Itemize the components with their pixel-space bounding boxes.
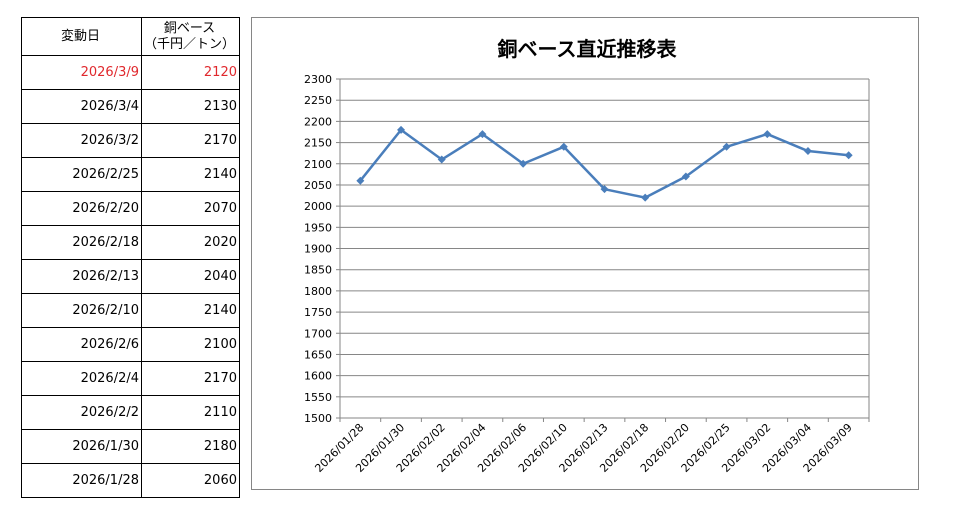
- price-table: 変動日 銅ベース （千円／トン） 2026/3/9 2120 2026/3/4 213…: [21, 17, 240, 498]
- data-point-marker: [763, 130, 772, 139]
- date-cell: 2026/2/20: [21, 191, 142, 226]
- date-header-label: 変動日: [60, 28, 100, 44]
- price-cell: 2040: [141, 259, 240, 294]
- price-cell: 2070: [141, 191, 240, 226]
- date-cell: 2026/2/25: [21, 157, 142, 192]
- date-cell: 2026/2/13: [21, 259, 142, 294]
- price-cell: 2060: [141, 463, 240, 498]
- data-point-marker: [844, 151, 853, 160]
- y-tick-label: 2150: [304, 137, 332, 150]
- price-cell: 2110: [141, 395, 240, 430]
- price-cell: 2140: [141, 293, 240, 328]
- date-cell: 2026/3/2: [21, 123, 142, 158]
- price-cell: 2170: [141, 361, 240, 396]
- gridlines: [339, 78, 870, 419]
- table-row: 2026/1/28 2060: [21, 463, 240, 498]
- y-tick-label: 1700: [304, 327, 332, 340]
- date-cell: 2026/2/18: [21, 225, 142, 260]
- table-header-row: 変動日 銅ベース （千円／トン）: [21, 17, 240, 56]
- data-point-marker: [559, 142, 568, 151]
- data-point-marker: [681, 172, 690, 181]
- price-cell: 2020: [141, 225, 240, 260]
- table-row: 2026/2/6 2100: [21, 327, 240, 362]
- y-tick-label: 1550: [304, 391, 332, 404]
- table-row: 2026/2/4 2170: [21, 361, 240, 396]
- price-header-label: 銅ベース: [163, 20, 216, 36]
- date-column-header: 変動日: [21, 17, 142, 56]
- table-row: 2026/2/13 2040: [21, 259, 240, 294]
- table-row: 2026/2/2 2110: [21, 395, 240, 430]
- y-tick-label: 1850: [304, 264, 332, 277]
- date-cell: 2026/3/9: [21, 55, 142, 90]
- line-chart: 銅ベース直近推移表 1500 1550 1600 1650 1700 1750 1800 18…: [304, 37, 870, 475]
- date-cell: 2026/3/4: [21, 89, 142, 124]
- data-point-marker: [478, 130, 487, 139]
- y-tick-label: 1500: [304, 412, 332, 425]
- data-point-marker: [519, 159, 528, 168]
- y-axis-ticks: 1500 1550 1600 1650 1700 1750 1800 1850 1900 1950…: [304, 73, 340, 425]
- data-point-marker: [437, 155, 446, 164]
- price-cell: 2130: [141, 89, 240, 124]
- y-tick-label: 1650: [304, 348, 332, 361]
- table-row: 2026/2/18 2020: [21, 225, 240, 260]
- y-tick-label: 1600: [304, 370, 332, 383]
- data-point-marker: [600, 185, 609, 194]
- table-body: 2026/3/9 2120 2026/3/4 2130 2026/3/2 2170 2026…: [21, 55, 240, 498]
- price-header-unit: （千円／トン）: [143, 36, 235, 52]
- y-tick-label: 2100: [304, 158, 332, 171]
- table-row: 2026/1/30 2180: [21, 429, 240, 464]
- y-tick-label: 2000: [304, 200, 332, 213]
- y-tick-label: 1750: [304, 306, 332, 319]
- chart-area: 銅ベース直近推移表 1500 1550 1600 1650 1700 1750 1800 18…: [251, 17, 919, 490]
- table-row: 2026/2/20 2070: [21, 191, 240, 226]
- data-point-marker: [397, 125, 406, 134]
- date-cell: 2026/2/4: [21, 361, 142, 396]
- table-row: 2026/3/4 2130: [21, 89, 240, 124]
- date-cell: 2026/2/6: [21, 327, 142, 362]
- data-point-marker: [803, 147, 812, 156]
- y-tick-label: 2250: [304, 94, 332, 107]
- price-cell: 2180: [141, 429, 240, 464]
- y-tick-label: 2300: [304, 73, 332, 86]
- data-point-marker: [356, 176, 365, 185]
- table-row: 2026/3/2 2170: [21, 123, 240, 158]
- date-cell: 2026/2/2: [21, 395, 142, 430]
- price-cell: 2170: [141, 123, 240, 158]
- price-cell: 2140: [141, 157, 240, 192]
- price-cell: 2120: [141, 55, 240, 90]
- table-row: 2026/3/9 2120: [21, 55, 240, 90]
- date-cell: 2026/1/30: [21, 429, 142, 464]
- table-row: 2026/2/25 2140: [21, 157, 240, 192]
- y-tick-label: 1800: [304, 285, 332, 298]
- data-point-marker: [641, 193, 650, 202]
- y-tick-label: 1900: [304, 243, 332, 256]
- date-cell: 2026/1/28: [21, 463, 142, 498]
- price-column-header: 銅ベース （千円／トン）: [141, 17, 240, 56]
- price-cell: 2100: [141, 327, 240, 362]
- y-tick-label: 2050: [304, 179, 332, 192]
- chart-title: 銅ベース直近推移表: [498, 37, 678, 61]
- series-layer: [356, 125, 853, 202]
- x-axis-ticks: 2026/01/282026/01/302026/02/022026/02/04…: [312, 418, 870, 475]
- y-tick-label: 1950: [304, 221, 332, 234]
- data-point-marker: [722, 142, 731, 151]
- date-cell: 2026/2/10: [21, 293, 142, 328]
- y-tick-label: 2200: [304, 115, 332, 128]
- table-row: 2026/2/10 2140: [21, 293, 240, 328]
